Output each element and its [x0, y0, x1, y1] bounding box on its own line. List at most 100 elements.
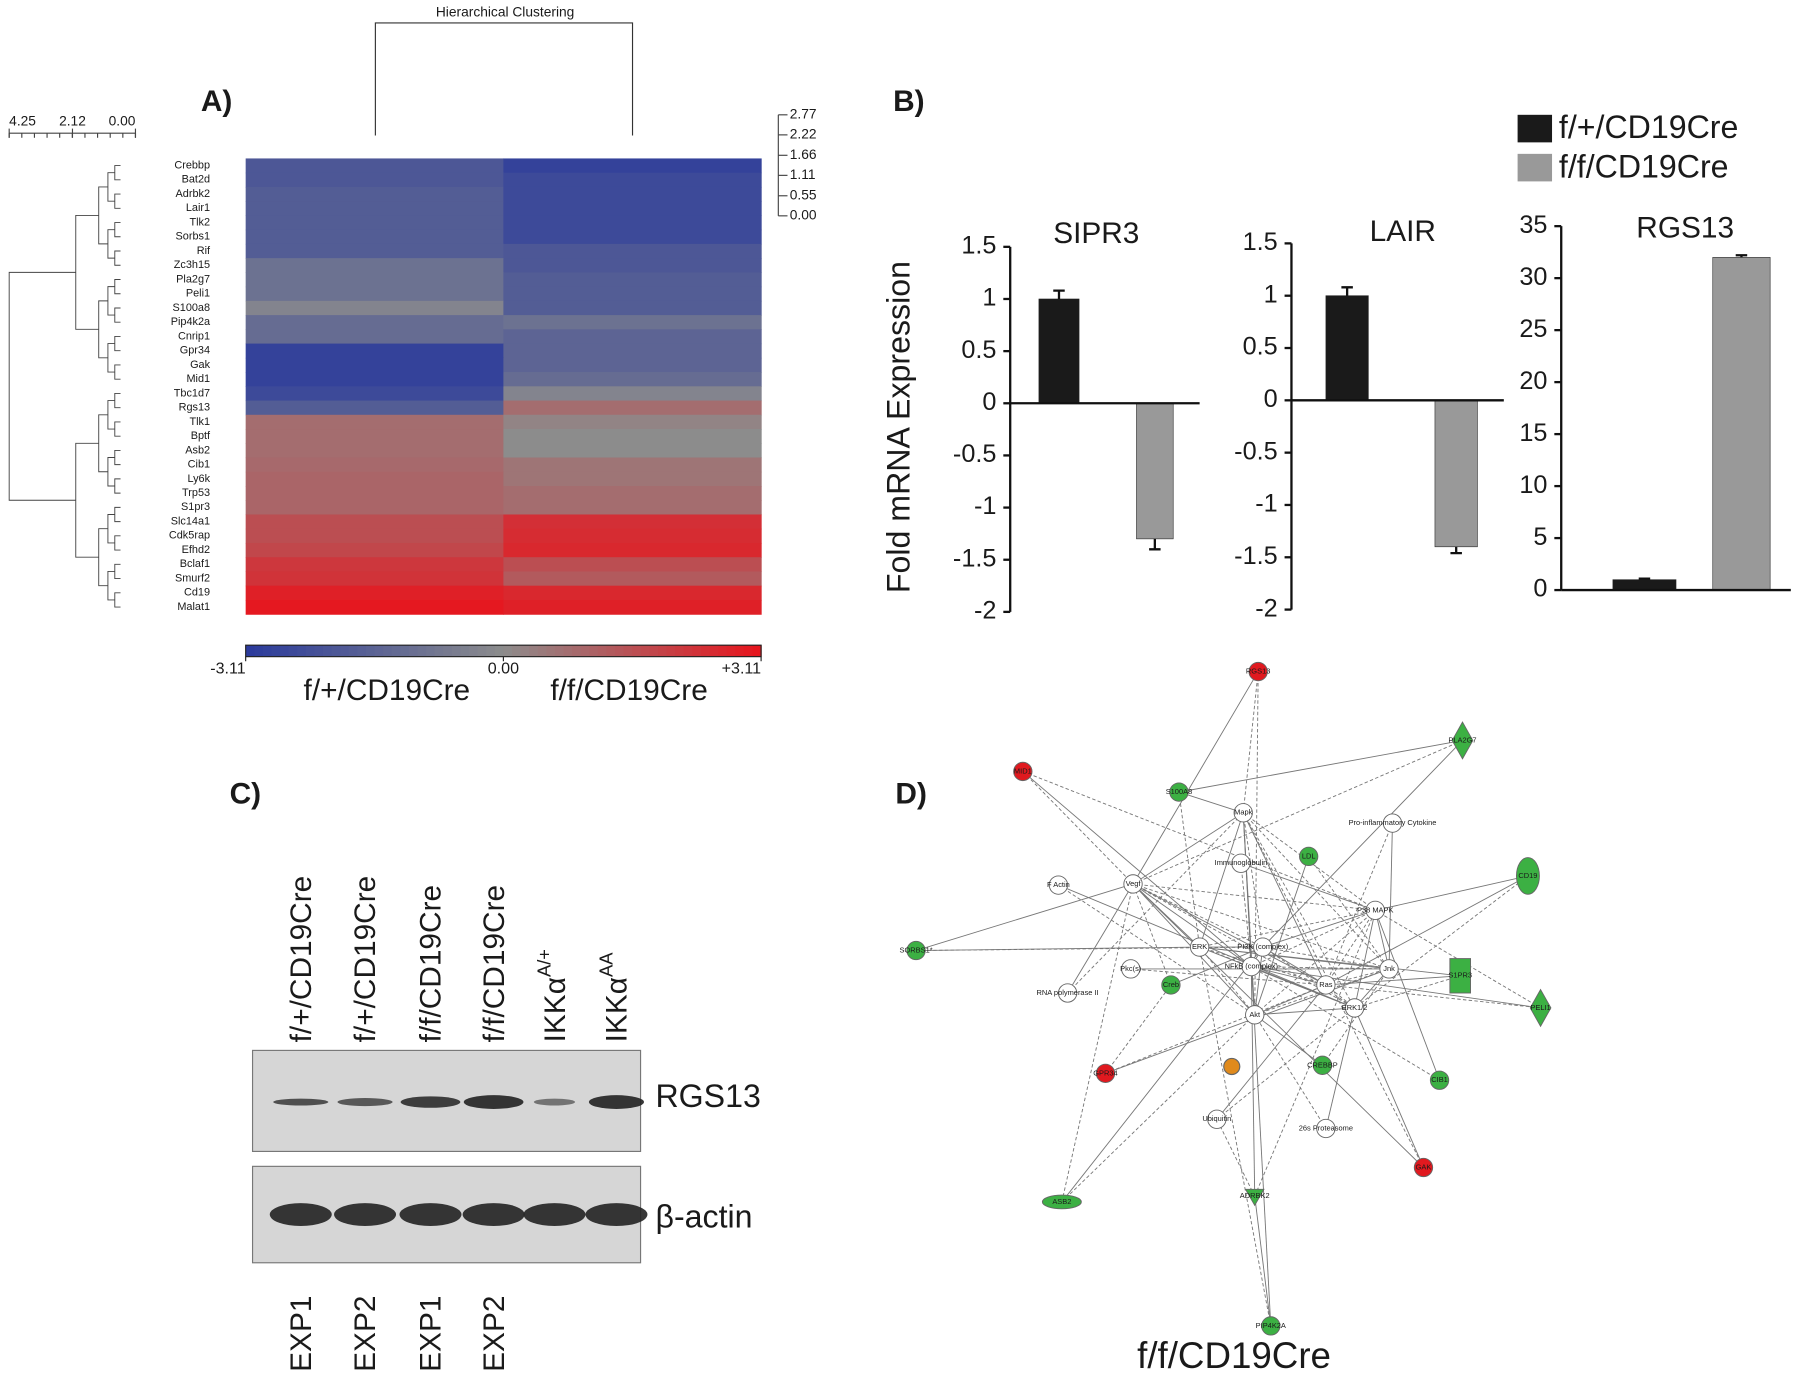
chart-title: RGS13 [1636, 211, 1734, 244]
column-dendrogram [374, 22, 634, 136]
network-edge [916, 946, 1200, 951]
colorbar-swatch [546, 645, 556, 657]
network-node-label: GPR34 [1093, 1068, 1117, 1077]
network-node-label: ADRBK2 [1240, 1191, 1270, 1200]
row-dendrogram [75, 214, 99, 330]
heatmap-cell [503, 486, 762, 501]
network-node-label: CREBBP [1307, 1060, 1338, 1069]
network-node-label: ERK1/2 [1342, 1003, 1368, 1012]
network-node [1253, 937, 1273, 957]
row-dendrogram [114, 193, 121, 209]
heatmap-cell [245, 571, 504, 587]
heatmap-cell [503, 272, 762, 288]
heatmap-cell [245, 343, 504, 359]
row-dendrogram [114, 506, 121, 523]
colorbar-swatch [451, 645, 462, 657]
experiment-label: EXP2 [349, 1296, 382, 1372]
row-dendrogram [114, 336, 121, 352]
y-tick-label: 15 [1519, 419, 1547, 447]
colorbar-tick-label: +3.11 [722, 660, 762, 678]
blot-band [588, 1095, 645, 1109]
network-edge [1354, 910, 1376, 1009]
network-edge [1178, 791, 1244, 814]
heatmap-cell [245, 315, 504, 330]
network-node [1123, 874, 1143, 894]
heatmap-cell [503, 528, 762, 544]
heatmap-cell [503, 186, 762, 202]
network-node [1312, 1055, 1333, 1075]
lane-label: f/f/CD19Cre [415, 885, 448, 1042]
network-edge [1067, 812, 1244, 994]
network-edge [1240, 863, 1252, 967]
row-label: Trp53 [182, 487, 210, 499]
network-node [1121, 959, 1141, 979]
row-dendrogram [107, 172, 115, 202]
network-edge [1388, 823, 1393, 969]
colorbar-swatch [271, 645, 281, 657]
scale-tick-label: 0.55 [790, 187, 817, 202]
y-tick-label: 1 [982, 284, 996, 312]
network-edge [1105, 984, 1327, 1074]
network-edge [1242, 812, 1272, 1326]
row-dendrogram [75, 442, 99, 558]
colorbar-swatch [374, 645, 384, 657]
column-label: f/f/CD19Cre [550, 674, 707, 707]
blot-band [523, 1203, 586, 1227]
colorbar-swatch [434, 645, 444, 657]
colorbar-swatch [752, 645, 762, 657]
network-node [1207, 1109, 1227, 1129]
row-dendrogram [114, 364, 121, 380]
legend-swatch [1517, 153, 1553, 182]
network-node-label: CIB1 [1431, 1075, 1448, 1084]
lane-label: f/+/CD19Cre [349, 876, 382, 1043]
network-edge [1242, 812, 1355, 1009]
heatmap-cell [245, 429, 504, 444]
network-edge [1132, 740, 1463, 885]
lane-label: f/f/CD19Cre [478, 885, 511, 1042]
y-tick-label: 0.5 [1243, 333, 1278, 361]
column-label: f/+/CD19Cre [304, 674, 471, 707]
colorbar-swatch [262, 645, 273, 657]
row-dendrogram [8, 271, 76, 501]
heatmap-cell [503, 386, 762, 402]
colorbar-swatch [692, 645, 702, 657]
network-edge [1308, 856, 1390, 970]
y-tick-label: 0 [1533, 575, 1547, 603]
scale-tick-label: 0.00 [109, 113, 136, 128]
row-dendrogram [107, 286, 115, 316]
network-node-label: ERK [1192, 942, 1207, 951]
network-edge [1375, 875, 1529, 911]
network-node [1233, 803, 1253, 823]
colorbar-tick-label: 0.00 [488, 660, 519, 678]
network-node-label: PI3K (complex) [1237, 942, 1288, 951]
network-node-label: RNA polymerase II [1037, 988, 1099, 997]
scale-tick-label: 1.66 [790, 147, 817, 162]
heatmap-cell [503, 400, 762, 416]
colorbar-tick-label: -3.11 [210, 660, 245, 678]
network-node [1413, 1157, 1434, 1178]
row-label: Tlk1 [189, 416, 210, 428]
heatmap-cell [503, 571, 762, 587]
scale-tick-label: 2.22 [790, 127, 817, 142]
network-node-label: MID1 [1014, 766, 1032, 775]
network-edge [915, 883, 1134, 951]
y-tick-label: -1 [1255, 490, 1277, 518]
network-node [1013, 761, 1033, 782]
bar [1325, 295, 1369, 401]
heatmap-cell [503, 429, 762, 444]
network-edge [1374, 910, 1440, 1081]
heatmap-cell [245, 457, 504, 473]
network-edge [1354, 975, 1461, 1009]
network-edge [1242, 812, 1424, 1168]
network-edge [1061, 946, 1264, 1203]
row-label: Tlk2 [189, 216, 210, 228]
heatmap-cell [245, 585, 504, 601]
colorbar-swatch [649, 645, 659, 657]
network-edge [1251, 966, 1440, 1081]
row-label: Mid1 [186, 373, 210, 385]
row-dendrogram [107, 457, 115, 487]
colorbar-swatch [469, 645, 479, 657]
colorbar-swatch [554, 645, 565, 657]
scale-tick-label: 4.25 [9, 113, 36, 128]
y-tick-label: -2 [1255, 594, 1277, 622]
